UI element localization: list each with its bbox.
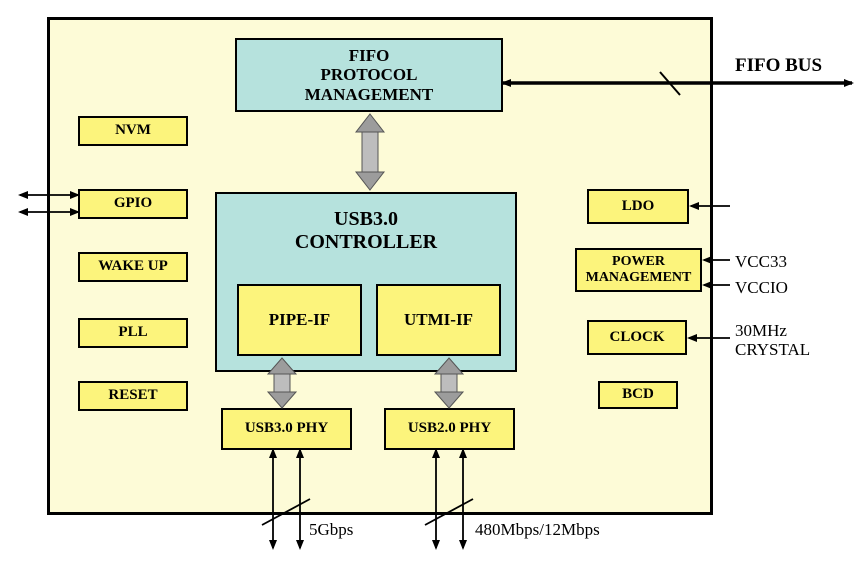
pipe-if-label: PIPE-IF bbox=[269, 310, 330, 330]
bcd-block: BCD bbox=[598, 381, 678, 409]
bcd-label: BCD bbox=[622, 386, 654, 403]
clock-label: CLOCK bbox=[609, 329, 664, 346]
pll-label: PLL bbox=[118, 324, 147, 341]
nvm-label: NVM bbox=[115, 122, 151, 139]
power-management-label: POWER MANAGEMENT bbox=[586, 254, 692, 286]
clock-block: CLOCK bbox=[587, 320, 687, 355]
gpio-label: GPIO bbox=[114, 195, 152, 212]
ldo-label: LDO bbox=[622, 198, 655, 215]
pipe-if-block: PIPE-IF bbox=[237, 284, 362, 356]
utmi-if-block: UTMI-IF bbox=[376, 284, 501, 356]
pll-block: PLL bbox=[78, 318, 188, 348]
usb3-phy-label: USB3.0 PHY bbox=[245, 420, 328, 437]
power-management-block: POWER MANAGEMENT bbox=[575, 248, 702, 292]
utmi-if-label: UTMI-IF bbox=[404, 310, 473, 330]
usb2-speed-label: 480Mbps/12Mbps bbox=[475, 520, 600, 540]
crystal-label: 30MHz CRYSTAL bbox=[735, 322, 810, 359]
gpio-block: GPIO bbox=[78, 189, 188, 219]
nvm-block: NVM bbox=[78, 116, 188, 146]
usb3-controller-label: USB3.0 CONTROLLER bbox=[217, 208, 515, 254]
fifo-bus-label: FIFO BUS bbox=[735, 55, 822, 77]
vcc33-label: VCC33 bbox=[735, 252, 787, 272]
usb3-speed-label: 5Gbps bbox=[309, 520, 353, 540]
vccio-label: VCCIO bbox=[735, 278, 788, 298]
wakeup-block: WAKE UP bbox=[78, 252, 188, 282]
reset-block: RESET bbox=[78, 381, 188, 411]
fifo-management-label: FIFO PROTOCOL MANAGEMENT bbox=[305, 46, 433, 105]
usb2-phy-block: USB2.0 PHY bbox=[384, 408, 515, 450]
usb2-phy-label: USB2.0 PHY bbox=[408, 420, 491, 437]
wakeup-label: WAKE UP bbox=[98, 258, 168, 275]
ldo-block: LDO bbox=[587, 189, 689, 224]
reset-label: RESET bbox=[108, 387, 157, 404]
usb3-phy-block: USB3.0 PHY bbox=[221, 408, 352, 450]
fifo-management-block: FIFO PROTOCOL MANAGEMENT bbox=[235, 38, 503, 112]
